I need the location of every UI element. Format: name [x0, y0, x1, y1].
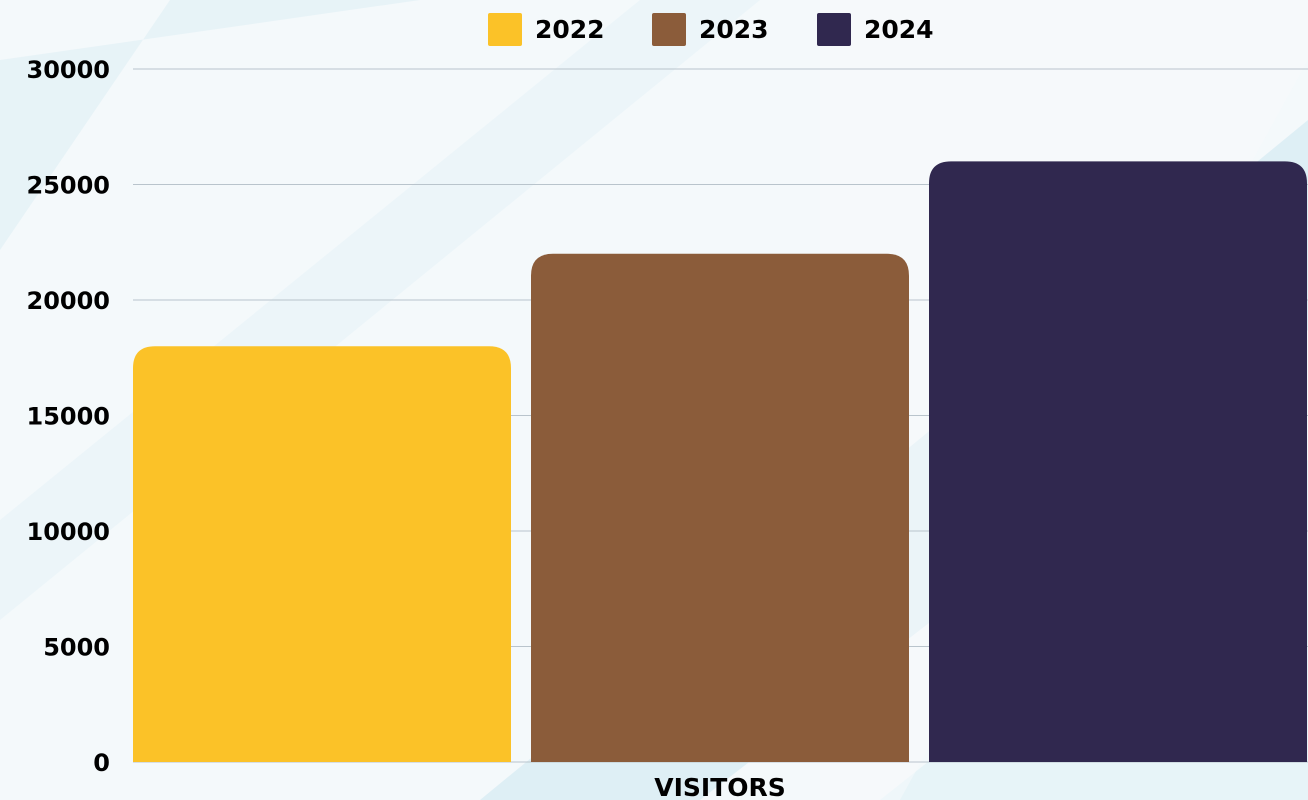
y-tick-label: 30000	[27, 56, 111, 84]
bars	[133, 161, 1307, 763]
legend-swatch-2022	[488, 13, 522, 46]
x-axis-category-labels: VISITORS	[654, 773, 786, 800]
y-tick-label: 5000	[43, 634, 110, 662]
bar-2024	[929, 161, 1307, 762]
legend-label-2022: 2022	[535, 15, 605, 44]
legend-label-2023: 2023	[699, 15, 769, 44]
y-tick-label: 15000	[27, 403, 111, 431]
y-tick-label: 20000	[27, 287, 111, 315]
legend-swatch-2023	[652, 13, 686, 46]
x-category-label: VISITORS	[654, 773, 786, 800]
legend: 2022 2023 2024	[488, 13, 934, 46]
y-tick-label: 0	[93, 749, 110, 777]
y-tick-label: 10000	[27, 518, 111, 546]
y-axis-tick-labels: 0 5000 10000 15000 20000 25000 30000	[27, 56, 111, 777]
legend-swatch-2024	[817, 13, 851, 46]
bar-2022	[133, 346, 511, 762]
y-tick-label: 25000	[27, 172, 111, 200]
bar-2023	[531, 253, 909, 763]
legend-label-2024: 2024	[864, 15, 934, 44]
